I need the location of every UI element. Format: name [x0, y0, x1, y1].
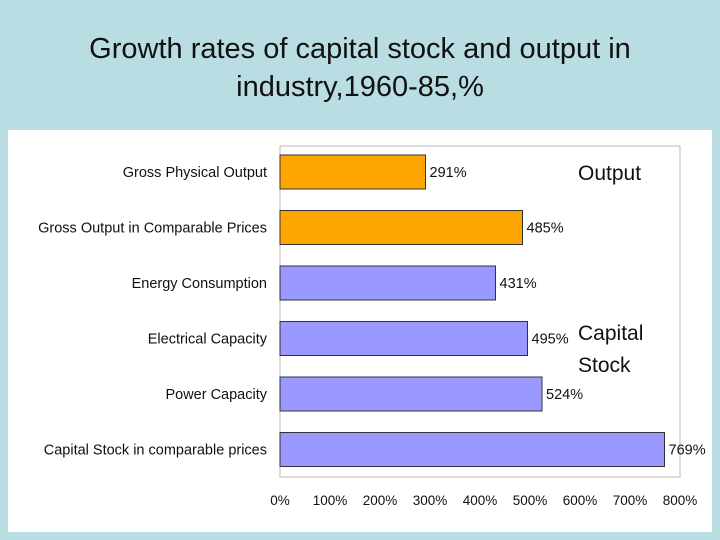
capital-annotation-line1: Capital — [578, 322, 643, 345]
x-tick-label: 600% — [563, 493, 598, 508]
bar-2 — [279, 210, 523, 245]
plot-area — [279, 145, 681, 478]
x-tick-label: 400% — [463, 493, 498, 508]
x-tick-label: 100% — [313, 493, 348, 508]
category-label: Electrical Capacity — [148, 332, 268, 348]
x-tick-label: 0% — [270, 493, 290, 508]
category-label: Power Capacity — [165, 387, 267, 403]
x-tick-label: 800% — [663, 493, 698, 508]
output-annotation: Output — [578, 162, 641, 185]
category-label: Gross Physical Output — [123, 165, 267, 181]
bar-5 — [279, 376, 543, 412]
x-tick-label: 300% — [413, 493, 448, 508]
value-label: 524% — [546, 387, 583, 403]
category-label: Energy Consumption — [132, 276, 267, 292]
x-tick-label: 200% — [363, 493, 398, 508]
category-label: Gross Output in Comparable Prices — [38, 221, 267, 237]
bar-3 — [279, 265, 496, 301]
slide-title: Growth rates of capital stock and output… — [0, 30, 720, 106]
category-label: Capital Stock in comparable prices — [44, 443, 267, 459]
value-label: 769% — [669, 443, 706, 459]
capital-annotation-line2: Stock — [578, 354, 631, 377]
value-label: 431% — [500, 276, 537, 292]
value-label: 485% — [527, 221, 564, 237]
title-line-1: Growth rates of capital stock and output… — [89, 33, 631, 65]
x-tick-label: 700% — [613, 493, 648, 508]
x-tick-label: 500% — [513, 493, 548, 508]
bar-6 — [279, 432, 665, 467]
chart-panel: Gross Physical Output 291% Gross Output in… — [8, 130, 712, 532]
title-line-2: industry,1960-85,% — [236, 71, 484, 103]
bar-1 — [279, 154, 426, 190]
value-label: 291% — [430, 165, 467, 181]
value-label: 495% — [532, 332, 569, 348]
bar-4 — [279, 321, 528, 356]
bar-chart: Gross Physical Output 291% Gross Output in… — [38, 145, 706, 508]
